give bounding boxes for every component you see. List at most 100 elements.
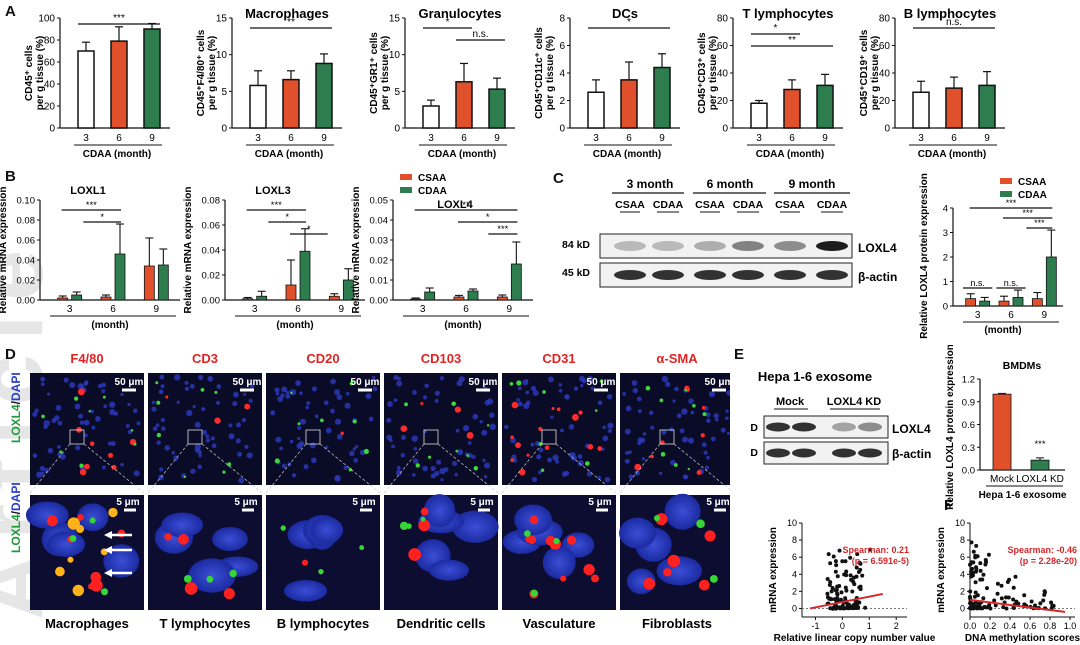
panel-d-nucleus xyxy=(78,413,84,419)
panel-d-nucleus xyxy=(455,428,460,433)
panel-d-nucleus xyxy=(205,434,210,439)
panel-d-nucleus xyxy=(724,416,729,421)
panel-f-point xyxy=(968,562,972,567)
chart-ytick-label: 2 xyxy=(943,253,948,264)
panel-f-point xyxy=(844,573,849,578)
panel-c-sig-label: n.s. xyxy=(970,278,985,288)
panel-d-nucleus xyxy=(424,383,429,389)
panel-d-green-signal xyxy=(200,387,205,392)
blot-c-loxl4-band xyxy=(774,241,806,251)
panel-d-zoom-box xyxy=(187,429,203,445)
panel-d-nucleus xyxy=(344,402,351,409)
panel-b-sig-label: * xyxy=(285,212,289,223)
panel-d-nucleus xyxy=(706,455,710,460)
panel-d-green-signal xyxy=(542,390,546,394)
panel-d-green-signal xyxy=(348,468,353,472)
panel-a-xlabel: CDAA (month) xyxy=(83,149,152,160)
panel-b-sig-label: ** xyxy=(462,200,470,211)
panel-f-point xyxy=(825,591,830,596)
panel-d-nucleus xyxy=(625,405,632,412)
panel-c-chart-body: 0 1 2 3 4 3 6 9 Relative LOXL4 protein expressio… xyxy=(919,173,1063,339)
panel-f-fit-line xyxy=(969,598,1066,613)
panel-d-nucleus xyxy=(46,392,51,396)
chart-xtick-label: 9 xyxy=(339,304,345,315)
panel-b-xlabel: (month) xyxy=(444,320,481,331)
panel-d-zoom-guide xyxy=(501,443,543,494)
blot-e-size-84: 84 kD xyxy=(750,422,758,434)
panel-d-green-signal xyxy=(74,396,79,401)
panel-d-nucleus xyxy=(517,401,523,407)
panel-d-zoom-nucleus xyxy=(423,494,456,528)
blot-e-actin-band xyxy=(766,448,790,458)
panel-d-nucleus xyxy=(232,400,238,407)
panel-a-ytick-label: 2 xyxy=(559,96,565,107)
panel-d-nucleus xyxy=(132,408,138,414)
panel-d-nucleus xyxy=(235,438,241,444)
panel-d-nucleus xyxy=(101,389,106,394)
panel-d-nucleus xyxy=(624,428,631,435)
panel-d-zoom-green xyxy=(654,515,661,522)
panel-d-nucleus xyxy=(311,457,317,464)
panel-d-nucleus xyxy=(568,452,575,458)
blot-c-actin-band xyxy=(614,270,646,280)
panel-a-bar xyxy=(455,81,473,129)
panel-d-nucleus xyxy=(413,447,418,451)
panel-d-nucleus xyxy=(158,467,164,472)
panel-a-ytick-label: 8 xyxy=(559,14,565,25)
panel-f-point xyxy=(995,581,1000,586)
panel-f-point xyxy=(977,601,982,606)
panel-d-red-signal xyxy=(466,432,474,439)
panel-f-point xyxy=(843,559,848,564)
panel-d-zoom-green xyxy=(89,517,96,524)
panel-f-stat: Spearman: 0.21 xyxy=(842,545,909,555)
blot-c-month-1: 3 month xyxy=(627,177,674,191)
panel-d-zoom-green xyxy=(206,575,214,583)
panel-f-point xyxy=(986,552,991,557)
panel-a-ytick-label: 5 xyxy=(221,87,227,98)
panel-a-ytick-label: 40 xyxy=(717,69,729,80)
panel-c-sig-label: n.s. xyxy=(1004,278,1019,288)
panel-d-nucleus xyxy=(69,382,76,389)
panel-label-a: A xyxy=(5,3,16,20)
panel-d-nucleus xyxy=(190,468,196,474)
panel-d-zoom-red xyxy=(77,513,84,521)
blot-e-loxl4-band xyxy=(792,422,816,432)
panel-f-point xyxy=(828,606,833,611)
blot-c-lane-2: CDAA xyxy=(653,199,684,211)
panel-d-zoom-red xyxy=(566,535,577,545)
panel-d-nucleus xyxy=(483,474,488,479)
chart-ytick-label: 1 xyxy=(943,277,948,288)
blot-e-loxl4-strip xyxy=(763,415,889,439)
panel-d-nucleus xyxy=(525,390,530,395)
panel-f-point xyxy=(970,566,975,571)
chart-bar xyxy=(71,294,83,301)
panel-a-bar xyxy=(315,62,333,129)
panel-f-point xyxy=(849,577,854,582)
panel-d-zoom-red xyxy=(223,588,235,600)
panel-e-xlabel: Hepa 1-6 exosome xyxy=(979,490,1067,501)
panel-a-bar xyxy=(653,66,671,129)
panel-d-nucleus xyxy=(624,458,630,464)
panel-d-green-signal xyxy=(88,409,91,413)
panel-d-red-signal xyxy=(519,469,526,476)
panel-d-zoom-image: 5 μm xyxy=(619,493,730,610)
panel-d-nucleus xyxy=(297,425,302,430)
panel-d-nucleus xyxy=(532,389,539,396)
panel-f-point xyxy=(1029,599,1034,604)
panel-d-zoom-image: 5 μm xyxy=(148,495,262,610)
legend-label-cdaa: CDAA xyxy=(418,186,447,197)
panel-d-nucleus xyxy=(216,384,222,389)
panel-f-point xyxy=(973,580,978,585)
blot-c-actin-band xyxy=(732,270,764,280)
panel-d-ylabel-top-green: LOXL4/DAPI xyxy=(9,372,23,443)
panel-d-nucleus xyxy=(40,382,45,387)
panel-f-point xyxy=(995,591,1000,596)
panel-d-nucleus xyxy=(211,443,217,449)
chart-xtick-label: 3 xyxy=(67,304,73,315)
panel-a-sig-label: n.s. xyxy=(946,17,962,28)
panel-f-point xyxy=(1022,602,1027,607)
panel-d-nucleus xyxy=(189,383,195,389)
panel-d-nucleus xyxy=(454,472,458,477)
panel-d-green-signal xyxy=(455,449,459,453)
panel-b-title: LOXL4 xyxy=(437,199,473,211)
